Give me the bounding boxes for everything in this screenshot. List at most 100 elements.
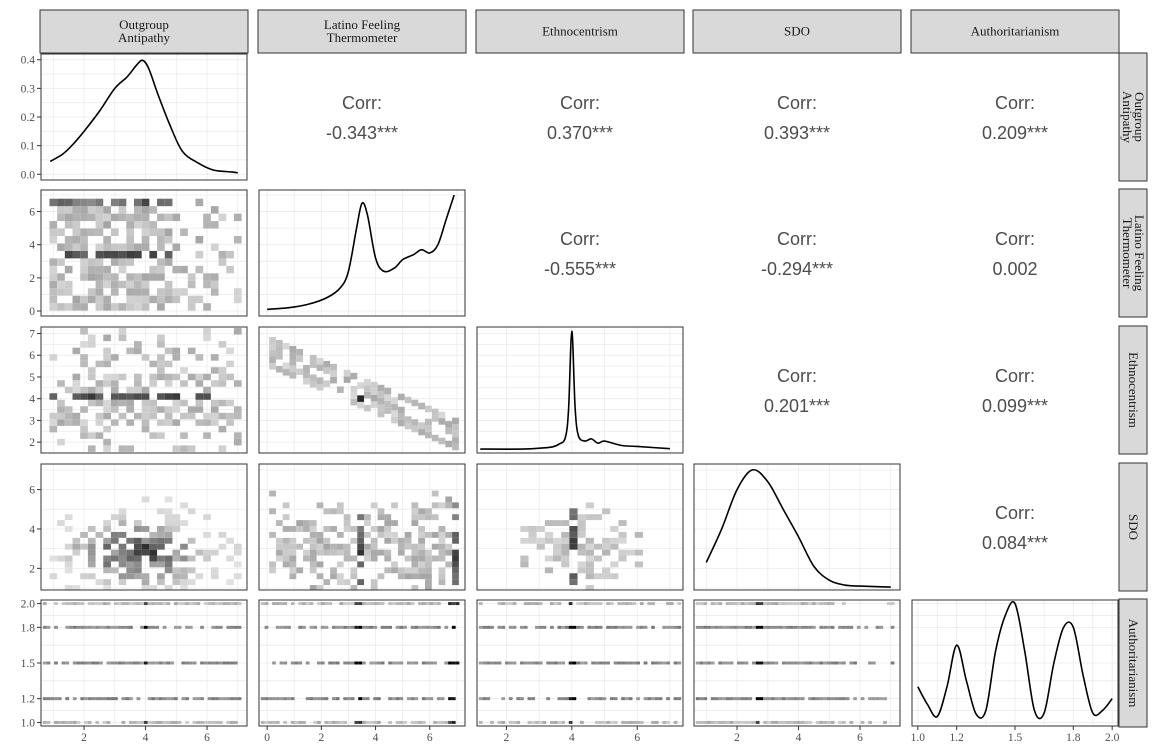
heatmap-bin — [134, 573, 142, 580]
heatmap-bin — [149, 549, 158, 556]
heatmap-bin — [553, 520, 562, 527]
heatmap-bin — [512, 661, 517, 665]
heatmap-bin — [80, 425, 88, 433]
heatmap-bin — [718, 602, 723, 606]
heatmap-bin — [347, 625, 351, 629]
heatmap-bin — [309, 549, 317, 556]
heatmap-bin — [103, 380, 111, 387]
heatmap-bin — [350, 385, 358, 393]
heatmap-bin — [431, 514, 439, 521]
heatmap-bin — [403, 720, 407, 724]
heatmap-bin — [195, 265, 204, 274]
corr-panel-sdo-authoritarianism: Corr:0.084*** — [982, 503, 1048, 553]
heatmap-bin — [118, 280, 127, 289]
heatmap-bin — [418, 514, 426, 521]
heatmap-bin — [157, 303, 165, 311]
heatmap-bin — [710, 697, 715, 701]
heatmap-bin — [203, 328, 211, 335]
heatmap-bin — [80, 198, 88, 207]
heatmap-bin — [218, 543, 227, 550]
heatmap-bin — [49, 573, 58, 580]
y-tick-label: 1.2 — [21, 694, 36, 706]
heatmap-bin — [718, 661, 723, 665]
heatmap-bin — [868, 661, 872, 665]
heatmap-bin — [233, 328, 242, 335]
heatmap-bin — [785, 602, 790, 606]
heatmap-bin — [49, 393, 58, 400]
heatmap-bin — [561, 520, 570, 527]
heatmap-bin — [147, 661, 152, 665]
heatmap-bin — [343, 697, 348, 701]
heatmap-bin — [436, 602, 441, 606]
heatmap-bin — [343, 376, 351, 383]
heatmap-bin — [316, 573, 324, 580]
heatmap-bin — [336, 579, 344, 586]
heatmap-bin — [103, 265, 111, 274]
heatmap-bin — [343, 555, 351, 562]
heatmap-bin — [57, 380, 65, 387]
heatmap-bin — [316, 364, 324, 371]
heatmap-bin — [95, 198, 104, 207]
y-tick-label: 0 — [29, 306, 35, 318]
heatmap-bin — [774, 697, 779, 701]
heatmap-bin — [609, 625, 614, 629]
heatmap-bin — [289, 526, 297, 532]
heatmap-bin — [404, 416, 412, 423]
heatmap-bin — [782, 697, 786, 701]
heatmap-bin — [230, 661, 234, 665]
heatmap-bin — [785, 661, 790, 665]
heatmap-bin — [134, 243, 142, 251]
heatmap-bin — [546, 697, 551, 701]
heatmap-bin — [673, 625, 678, 629]
heatmap-bin — [380, 661, 385, 665]
heatmap-bin — [114, 625, 118, 629]
heatmap-bin — [172, 520, 181, 527]
heatmap-bin — [106, 720, 111, 724]
heatmap-bin — [886, 602, 891, 606]
heatmap-bin — [103, 438, 111, 446]
heatmap-bin — [332, 661, 336, 665]
heatmap-bin — [173, 697, 178, 701]
heatmap-bin — [65, 602, 70, 606]
heatmap-bin — [134, 303, 142, 311]
heatmap-bin — [134, 273, 142, 281]
heatmap-bin — [80, 625, 85, 629]
heatmap-bin — [80, 419, 88, 426]
heatmap-bin — [568, 697, 573, 701]
heatmap-bin — [808, 625, 812, 629]
heatmap-bin — [61, 720, 66, 724]
heatmap-bin — [118, 258, 127, 266]
heatmap-bin — [591, 697, 595, 701]
corr-panel-outgroup-antipathy-ethnocentrism: Corr:0.370*** — [547, 93, 613, 143]
heatmap-bin — [95, 273, 104, 281]
heatmap-bin — [418, 561, 426, 568]
heatmap-bin — [347, 602, 351, 606]
heatmap-bin — [172, 295, 181, 304]
heatmap-bin — [365, 697, 370, 701]
heatmap-bin — [737, 625, 741, 629]
heatmap-bin — [849, 720, 854, 724]
heatmap-bin — [118, 373, 127, 381]
heatmap-bin — [577, 531, 586, 538]
heatmap-bin — [431, 502, 439, 509]
heatmap-bin — [770, 661, 775, 665]
heatmap-bin — [260, 720, 265, 724]
column-strip-label: Outgroup — [119, 17, 169, 32]
heatmap-bin — [210, 412, 219, 420]
heatmap-bin — [763, 661, 768, 665]
heatmap-bin — [343, 369, 351, 377]
heatmap-bin — [134, 537, 142, 544]
heatmap-bin — [210, 354, 219, 361]
heatmap-bin — [343, 526, 351, 532]
heatmap-bin — [57, 243, 65, 251]
heatmap-bin — [298, 625, 303, 629]
heatmap-bin — [157, 393, 165, 400]
heatmap-bin — [618, 520, 627, 527]
heatmap-bin — [520, 697, 524, 701]
heatmap-bin — [80, 602, 85, 606]
heatmap-bin — [218, 625, 223, 629]
heatmap-bin — [264, 697, 269, 701]
heatmap-bin — [187, 347, 196, 355]
heatmap-bin — [553, 549, 562, 556]
